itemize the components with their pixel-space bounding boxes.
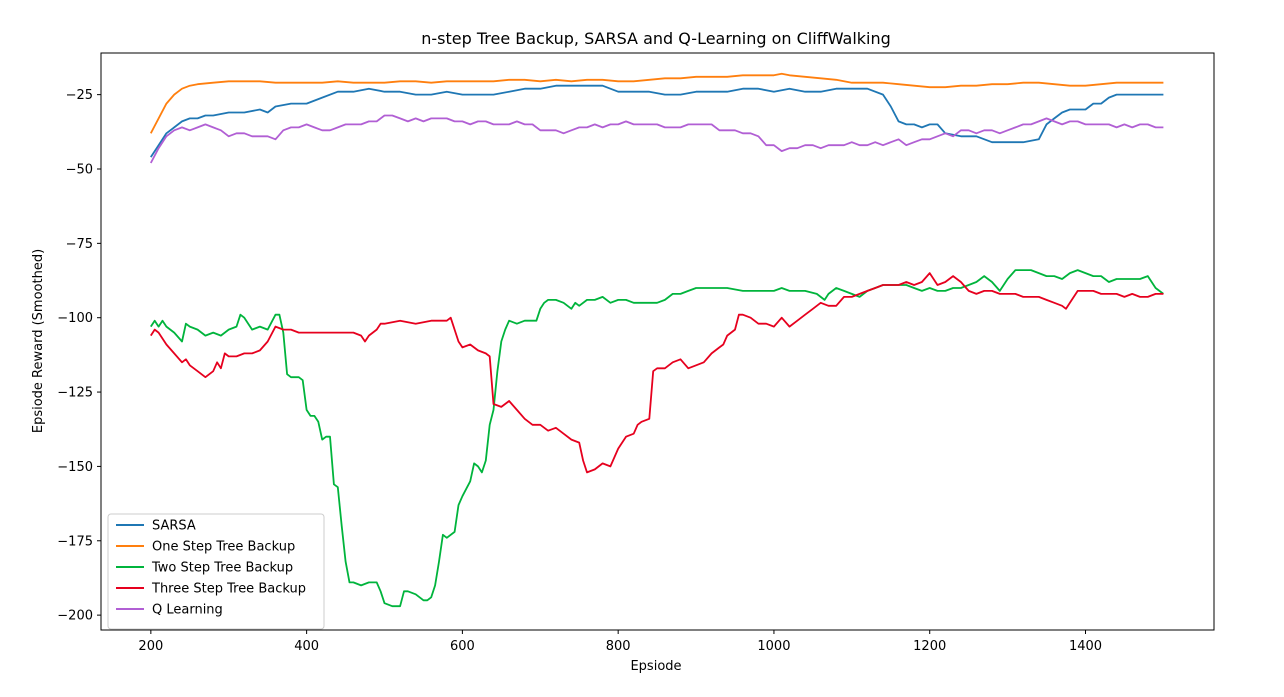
y-tick-label: −125 xyxy=(57,386,93,401)
chart-title: n-step Tree Backup, SARSA and Q-Learning… xyxy=(421,29,891,48)
y-tick-label: −175 xyxy=(57,534,93,549)
y-tick-label: −75 xyxy=(66,237,93,252)
y-tick-label: −100 xyxy=(57,311,93,326)
legend: SARSA One Step Tree Backup Two Step Tree B… xyxy=(107,513,325,630)
series-line-4 xyxy=(150,272,1164,474)
y-axis-label: Epsiode Reward (Smoothed) xyxy=(31,249,46,433)
x-tick-label: 1400 xyxy=(1069,639,1102,654)
legend-label: Three Step Tree Backup xyxy=(151,582,306,597)
y-tick-label: −50 xyxy=(66,162,93,177)
x-tick-label: 200 xyxy=(138,639,163,654)
x-tick-label: 1200 xyxy=(913,639,946,654)
x-tick-label: 600 xyxy=(450,639,475,654)
series-layer xyxy=(150,72,1164,608)
series-line-1 xyxy=(150,84,1164,158)
y-tick-label: −200 xyxy=(57,609,93,624)
y-tick-label: −150 xyxy=(57,460,93,475)
series-line-5 xyxy=(150,114,1164,164)
x-axis: 200 400 600 800 1000 1200 1400 xyxy=(138,630,1102,654)
legend-label: Two Step Tree Backup xyxy=(151,561,293,576)
x-tick-label: 400 xyxy=(294,639,319,654)
legend-label: SARSA xyxy=(152,519,196,534)
legend-label: Q Learning xyxy=(152,603,223,618)
x-axis-label: Epsiode xyxy=(630,659,681,674)
legend-frame xyxy=(107,513,325,630)
plot-frame xyxy=(100,52,1215,631)
x-tick-label: 800 xyxy=(606,639,631,654)
legend-label: One Step Tree Backup xyxy=(152,540,295,555)
y-axis: −25 −50 −75 −100 −125 −150 −175 −200 xyxy=(57,88,101,624)
series-line-2 xyxy=(150,72,1164,134)
x-tick-label: 1000 xyxy=(757,639,790,654)
y-tick-label: −25 xyxy=(66,88,93,103)
